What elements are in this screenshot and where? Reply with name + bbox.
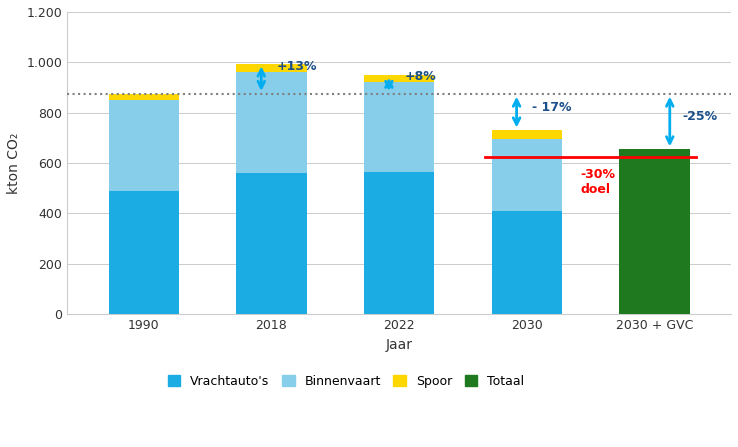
Bar bbox=[108, 100, 179, 191]
Bar bbox=[364, 82, 434, 172]
Text: +8%: +8% bbox=[404, 70, 436, 83]
Bar bbox=[108, 94, 179, 100]
Text: - 17%: - 17% bbox=[532, 101, 571, 114]
Bar bbox=[619, 149, 689, 314]
Text: +13%: +13% bbox=[277, 59, 317, 72]
Bar bbox=[236, 72, 306, 173]
Bar bbox=[492, 211, 562, 314]
Legend: Vrachtauto's, Binnenvaart, Spoor, Totaal: Vrachtauto's, Binnenvaart, Spoor, Totaal bbox=[163, 370, 529, 392]
Bar bbox=[236, 63, 306, 72]
Bar bbox=[236, 173, 306, 314]
Text: -25%: -25% bbox=[683, 110, 717, 123]
Bar bbox=[364, 172, 434, 314]
Bar bbox=[108, 191, 179, 314]
Y-axis label: kton CO₂: kton CO₂ bbox=[7, 132, 21, 194]
Text: -30%
doel: -30% doel bbox=[580, 168, 615, 196]
Bar bbox=[492, 131, 562, 139]
Bar bbox=[492, 139, 562, 211]
Bar bbox=[364, 75, 434, 82]
X-axis label: Jaar: Jaar bbox=[386, 337, 413, 352]
